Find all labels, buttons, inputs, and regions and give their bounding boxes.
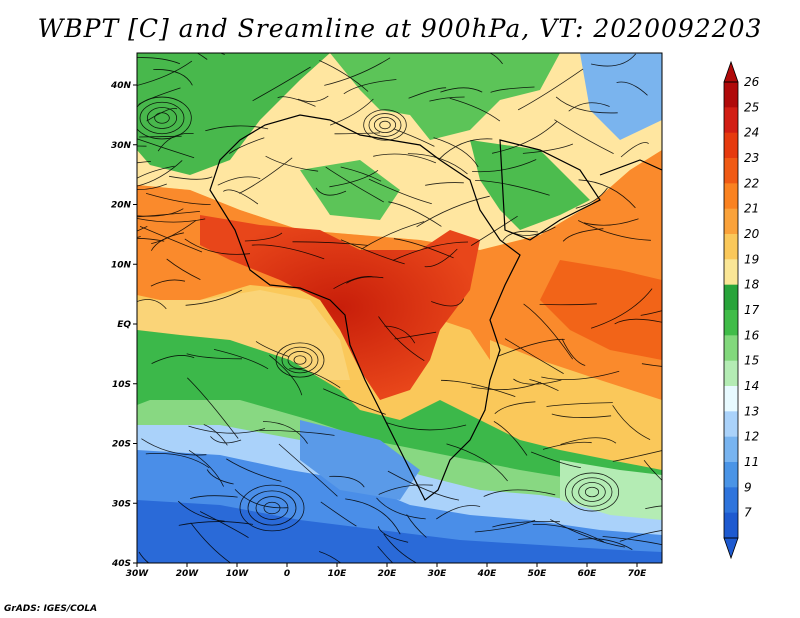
colorbar-label: 16	[744, 328, 760, 342]
colorbar-swatch	[724, 487, 738, 514]
gulf-of-guinea-tan	[137, 290, 350, 380]
colorbar-swatch	[724, 436, 738, 463]
lat-tick-label: 30N	[111, 141, 132, 151]
lon-tick-label: 10E	[328, 569, 348, 579]
europe-green-patch	[330, 53, 560, 140]
colorbar-label: 15	[744, 354, 759, 368]
colorbar-label: 20	[744, 227, 760, 241]
colorbar-swatch	[724, 234, 738, 260]
colorbar-label: 17	[744, 303, 760, 317]
lat-tick-label: 20N	[111, 201, 132, 211]
colorbar-label: 23	[744, 151, 759, 165]
colorbar-label: 13	[744, 404, 759, 418]
colorbar-bottom-arrow	[723, 537, 739, 560]
arabian-sea-orange	[540, 260, 662, 360]
lon-tick-label: 70E	[628, 569, 648, 579]
sahel-red-core	[200, 215, 480, 400]
lat-tick-label: 30S	[112, 499, 131, 509]
lon-tick-label: 20W	[176, 569, 200, 579]
colorbar-label: 19	[744, 252, 759, 266]
colorbar-label: 24	[744, 126, 759, 140]
sahara-green-patch	[300, 160, 400, 220]
arabia-green-patch	[470, 140, 590, 230]
colorbar-label: 22	[744, 176, 759, 190]
map-frame	[136, 52, 663, 564]
colorbar-swatch	[724, 310, 738, 336]
lat-tick-label: EQ	[117, 320, 131, 330]
lon-tick-label: 10W	[226, 569, 250, 579]
colorbar-swatch	[724, 158, 738, 184]
lon-tick-label: 60E	[578, 569, 598, 579]
lon-tick-label: 20E	[378, 569, 398, 579]
lat-tick-label: 40S	[111, 559, 131, 569]
colorbar-swatch	[724, 462, 738, 488]
lon-tick-label: 0	[284, 569, 290, 579]
indian-ocean-tan	[490, 340, 662, 470]
mediterranean-green-patch	[137, 53, 330, 175]
colorbar-swatch	[724, 335, 738, 362]
lat-tick-label: 40N	[110, 81, 132, 91]
colorbar-label: 9	[744, 480, 752, 494]
colorbar-swatch	[724, 411, 738, 438]
colorbar-swatch	[724, 132, 738, 159]
colorbar-swatch	[724, 107, 738, 134]
colorbar-swatch	[724, 284, 738, 311]
lat-tick-label: 20S	[112, 440, 131, 450]
lon-tick-label: 30W	[126, 569, 150, 579]
south-atlantic-blue-patch	[300, 420, 420, 500]
colorbar-label: 7	[744, 506, 752, 520]
colorbar-label: 14	[744, 379, 759, 393]
lon-tick-label: 40E	[477, 569, 498, 579]
southern-ocean-deep-blue	[137, 500, 662, 563]
south-indian-lightblue	[560, 460, 662, 520]
colorbar-swatch	[724, 512, 738, 539]
colorbar-label: 11	[744, 455, 759, 469]
grads-credit: GrADS: IGES/COLA	[4, 604, 98, 614]
colorbar-label: 18	[744, 278, 760, 292]
lon-tick-label: 50E	[528, 569, 548, 579]
streamlines	[137, 53, 662, 563]
colorbar-top-arrow	[723, 60, 739, 83]
ne-blue-patch	[580, 53, 662, 140]
lat-tick-label: 10N	[111, 260, 132, 270]
colorbar-swatch	[724, 360, 738, 387]
colorbar-swatch	[724, 386, 738, 412]
coastlines	[209, 114, 662, 501]
colorbar-swatch	[724, 183, 738, 210]
colorbar-label: 12	[744, 430, 759, 444]
colorbar-swatch	[724, 208, 738, 235]
colorbar-label: 25	[744, 100, 759, 114]
colorbar-label: 21	[744, 202, 759, 216]
colorbar-swatch	[724, 259, 738, 286]
lat-tick-label: 10S	[112, 380, 131, 390]
colorbar-swatch	[724, 82, 738, 108]
map-title: WBPT [C] and Sreamline at 900hPa, VT: 20…	[37, 14, 763, 43]
colorbar: 26 25 24 23 22 21 20 19 18 17 16 15 14 13 12 11 9 7	[723, 60, 760, 560]
lon-tick-label: 30E	[428, 569, 448, 579]
colorbar-label: 26	[744, 75, 760, 89]
map-field	[137, 53, 662, 563]
